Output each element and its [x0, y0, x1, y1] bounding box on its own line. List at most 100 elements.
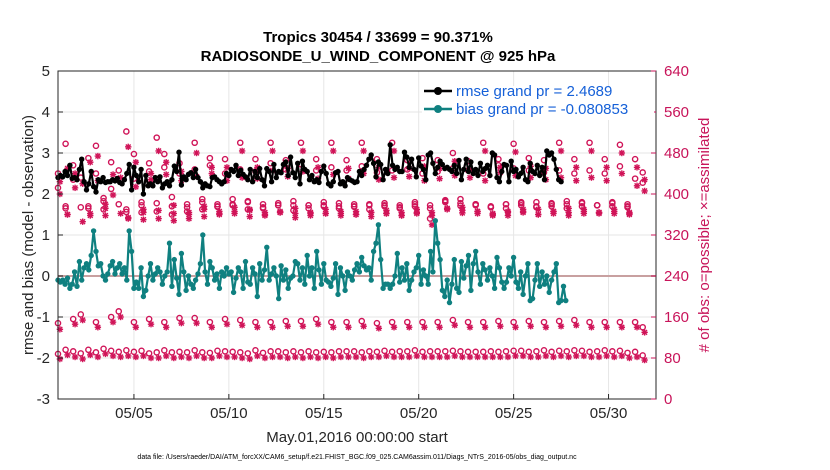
- obs-assimilated-marker: [573, 164, 580, 171]
- obs-assimilated-marker: [109, 352, 117, 360]
- obs-assimilated-marker: [474, 353, 481, 361]
- obs-assimilated-marker: [261, 354, 269, 362]
- obs-assimilated-marker: [406, 353, 413, 361]
- obs-assimilated-marker: [565, 353, 572, 361]
- obs-assimilated-marker: [542, 352, 550, 360]
- obs-assimilated-marker: [390, 174, 398, 181]
- obs-assimilated-marker: [550, 353, 557, 361]
- asterisk-stroke: [542, 353, 549, 359]
- asterisk-stroke: [315, 355, 321, 361]
- obs-assimilated-marker: [519, 206, 527, 213]
- obs-possible-marker: [639, 169, 647, 176]
- obs-assimilated-marker: [163, 159, 170, 166]
- asterisk-stroke: [201, 213, 208, 220]
- obs-assimilated-marker: [307, 209, 314, 216]
- asterisk-stroke: [353, 354, 359, 360]
- obs-assimilated-marker: [542, 324, 550, 331]
- rmse-point: [143, 172, 149, 179]
- bias-point: [214, 271, 220, 277]
- asterisk-stroke: [550, 354, 557, 360]
- bias-point: [506, 265, 512, 271]
- bias-point: [102, 277, 109, 283]
- obs-assimilated-marker: [94, 152, 102, 160]
- asterisk-stroke: [527, 323, 534, 330]
- obs-assimilated-marker: [474, 208, 481, 215]
- asterisk-stroke: [558, 323, 564, 330]
- asterisk-stroke: [482, 148, 489, 154]
- asterisk-stroke: [459, 354, 466, 360]
- bias-point: [494, 254, 500, 261]
- rmse-point: [309, 172, 315, 179]
- bias-point: [152, 271, 158, 277]
- asterisk-stroke: [79, 218, 86, 225]
- obs-possible-marker: [328, 164, 335, 171]
- obs-assimilated-marker: [330, 354, 337, 362]
- bias-point: [136, 285, 142, 291]
- bias-point: [79, 277, 85, 283]
- asterisk-stroke: [368, 354, 375, 360]
- asterisk-stroke: [72, 184, 78, 191]
- rmse-point: [378, 161, 384, 168]
- obs-possible-marker: [153, 199, 161, 207]
- rmse-point: [200, 185, 206, 191]
- asterisk-stroke: [573, 353, 580, 359]
- bias-point: [86, 267, 92, 273]
- asterisk-stroke: [398, 354, 405, 360]
- obs-possible-marker: [426, 201, 434, 209]
- rmse-point: [470, 170, 476, 177]
- asterisk-stroke: [125, 353, 132, 359]
- asterisk-stroke: [94, 354, 101, 360]
- bias-point: [532, 277, 538, 283]
- obs-possible-marker: [441, 348, 449, 355]
- bias-point: [219, 269, 225, 275]
- obs-assimilated-marker: [360, 147, 367, 155]
- rmse-point: [382, 166, 389, 173]
- obs-possible-marker: [502, 200, 510, 208]
- bias-point: [420, 267, 427, 273]
- rmse-point: [157, 174, 163, 180]
- rmse-point: [454, 170, 460, 177]
- bias-point: [508, 273, 514, 279]
- asterisk-stroke: [155, 207, 162, 214]
- bias-point: [427, 248, 434, 255]
- obs-possible-marker: [396, 348, 404, 355]
- obs-assimilated-marker: [375, 325, 383, 332]
- right-tick-label: 80: [664, 350, 681, 367]
- obs-assimilated-marker: [208, 354, 215, 362]
- obs-assimilated-marker: [595, 209, 603, 216]
- obs-assimilated-marker: [238, 322, 246, 329]
- asterisk-stroke: [208, 355, 215, 361]
- asterisk-stroke: [626, 355, 633, 361]
- asterisk-stroke: [558, 353, 564, 359]
- left-axis-ticks: -3 -2 -1 0 1 2 3 4 5: [37, 63, 63, 408]
- bias-point: [470, 261, 476, 267]
- bias-point: [544, 273, 550, 279]
- asterisk-stroke: [155, 355, 162, 361]
- rmse-point: [544, 148, 550, 154]
- bias-point: [551, 269, 557, 275]
- asterisk-stroke: [391, 174, 397, 181]
- bias-point: [442, 293, 448, 300]
- rmse-point: [64, 172, 71, 179]
- obs-possible-marker: [533, 348, 540, 355]
- obs-assimilated-marker: [428, 209, 436, 216]
- obs-assimilated-marker: [618, 170, 626, 177]
- bias-point: [344, 269, 351, 275]
- bias-point: [356, 269, 363, 275]
- asterisk-stroke: [383, 353, 390, 359]
- obs-possible-marker: [609, 198, 616, 206]
- asterisk-stroke: [360, 148, 367, 154]
- asterisk-stroke: [148, 170, 154, 177]
- asterisk-stroke: [163, 324, 170, 331]
- rmse-point: [197, 179, 204, 185]
- asterisk-stroke: [178, 320, 185, 327]
- asterisk-stroke: [239, 148, 246, 154]
- bias-point: [337, 265, 344, 271]
- asterisk-stroke: [330, 324, 337, 331]
- bias-point: [373, 240, 379, 246]
- rmse-point: [318, 168, 325, 175]
- asterisk-stroke: [125, 214, 132, 221]
- right-tick-label: 160: [664, 309, 689, 326]
- asterisk-stroke: [178, 354, 185, 360]
- obs-possible-marker: [244, 350, 252, 357]
